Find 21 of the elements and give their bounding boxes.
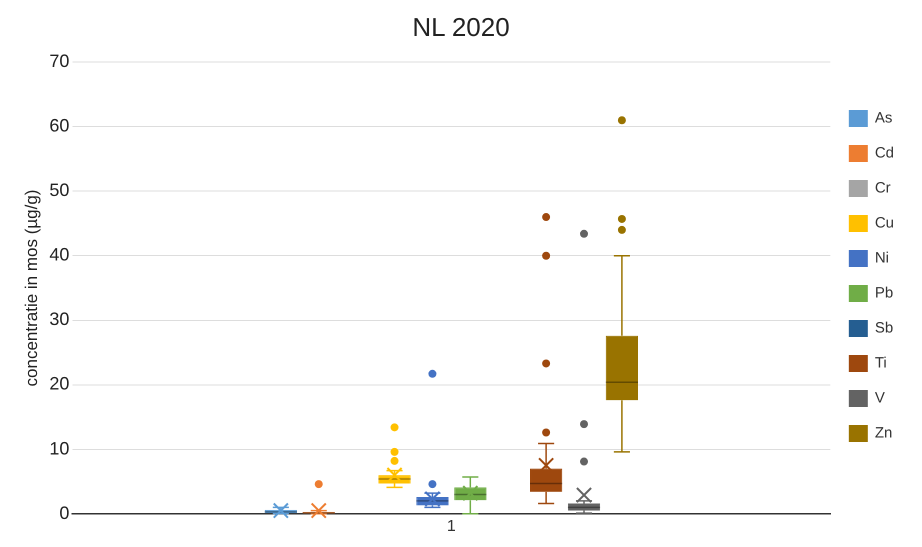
y-tick-label: 30 — [49, 309, 70, 330]
legend-label: Cr — [874, 180, 891, 197]
legend-label: Cd — [874, 144, 894, 162]
x-tick-label: 1 — [446, 518, 456, 535]
legend-label: V — [874, 390, 885, 407]
y-tick-label: 20 — [49, 374, 70, 394]
legend-label: Cu — [874, 214, 894, 232]
y-tick-label: 70 — [49, 51, 70, 72]
legend-label: Ti — [874, 354, 887, 372]
y-tick-label: 0 — [59, 502, 70, 523]
legend-label: Zn — [874, 424, 892, 442]
legend-label: Sb — [874, 320, 894, 337]
legend-label: As — [874, 110, 892, 127]
y-tick-label: 10 — [49, 438, 70, 458]
y-axis-title: concentratie in mos (µg/g) — [22, 190, 41, 386]
legend-label: Ni — [874, 250, 889, 267]
legend-label: Pb — [874, 284, 894, 302]
chart-title: NL 2020 — [412, 12, 510, 42]
y-tick-label: 50 — [49, 180, 70, 200]
y-tick-label: 60 — [49, 116, 70, 136]
y-tick-label: 40 — [49, 244, 70, 265]
